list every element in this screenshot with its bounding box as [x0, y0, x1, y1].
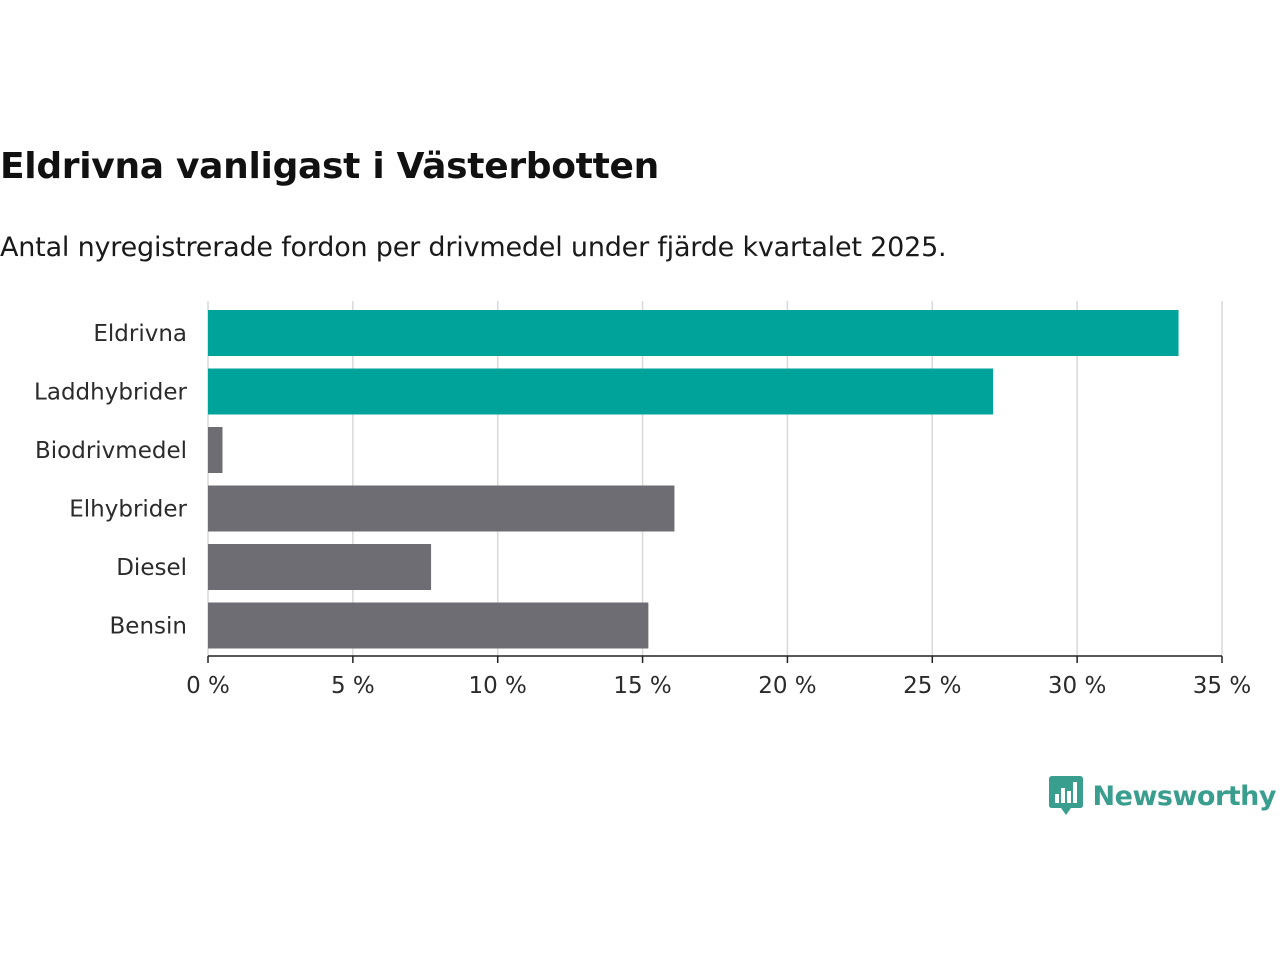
newsworthy-logo: Newsworthy	[1048, 776, 1277, 816]
bar-biodrivmedel	[208, 427, 223, 473]
x-tick-label: 5 %	[331, 673, 375, 699]
bar-elhybrider	[208, 485, 675, 532]
x-tick-label: 20 %	[758, 673, 816, 699]
x-tick-label: 0 %	[186, 673, 230, 699]
category-label: Laddhybrider	[34, 380, 187, 406]
grid-lines	[207, 301, 1223, 656]
category-label: Bensin	[110, 614, 187, 640]
category-label: Eldrivna	[93, 321, 187, 347]
category-label: Biodrivmedel	[35, 438, 187, 464]
x-tick-label: 35 %	[1193, 673, 1251, 699]
bar-diesel	[208, 544, 432, 590]
category-label: Diesel	[116, 555, 187, 581]
chart-title: Eldrivna vanligast i Västerbotten	[0, 146, 659, 187]
x-axis: 0 % 5 % 10 % 15 % 20 % 25 % 30 % 35 %	[186, 655, 1251, 699]
chart-subtitle: Antal nyregistrerade fordon per drivmede…	[0, 232, 947, 263]
x-tick-label: 15 %	[613, 673, 671, 699]
x-tick-label: 10 %	[468, 673, 526, 699]
x-tick-label: 25 %	[903, 673, 961, 699]
brand-name: Newsworthy	[1092, 780, 1277, 812]
bars	[208, 310, 1179, 649]
bar-bensin	[208, 602, 649, 649]
bar-chart-speech-bubble-icon	[1048, 776, 1083, 815]
x-tick-label: 30 %	[1048, 673, 1106, 699]
bar-chart: 0 % 5 % 10 % 15 % 20 % 25 % 30 % 35 % Eldrivna L…	[34, 301, 1251, 699]
bar-eldrivna	[208, 310, 1179, 356]
category-labels: Eldrivna Laddhybrider Biodrivmedel Elhybrid…	[34, 321, 187, 640]
category-label: Elhybrider	[69, 497, 187, 523]
bar-laddhybrider	[208, 368, 994, 415]
